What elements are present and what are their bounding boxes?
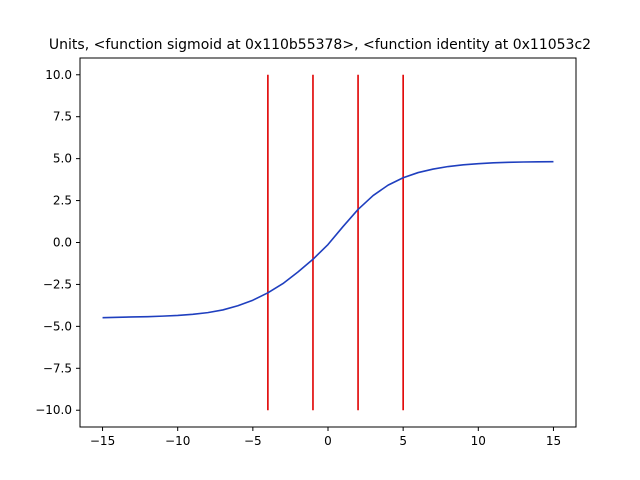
y-tick-label: 10.0 [45, 68, 72, 82]
chart-title: Units, <function sigmoid at 0x110b55378>… [49, 37, 591, 53]
y-tick-label: −7.5 [43, 361, 72, 375]
x-tick-label: 5 [399, 434, 407, 448]
y-tick-label: 7.5 [53, 110, 72, 124]
x-tick-label: 15 [546, 434, 561, 448]
y-tick-label: −10.0 [35, 403, 72, 417]
x-tick-label: −5 [244, 434, 262, 448]
axes-frame [79, 57, 577, 428]
series-line [102, 160, 554, 319]
y-tick-label: 0.0 [53, 236, 72, 250]
y-tick-label: 2.5 [53, 194, 72, 208]
plot-area: −15 −10 −5 0 5 10 15 −10.0 −7.5 −5.0 −2.5 0.0 2.5 5.0… [35, 57, 577, 448]
x-tick-label: 10 [471, 434, 486, 448]
y-tick-label: −2.5 [43, 277, 72, 291]
y-tick-label: −5.0 [43, 319, 72, 333]
x-tick-label: 0 [324, 434, 332, 448]
x-tick-label: −15 [90, 434, 115, 448]
x-tick-label: −10 [165, 434, 190, 448]
y-tick-label: 5.0 [53, 152, 72, 166]
